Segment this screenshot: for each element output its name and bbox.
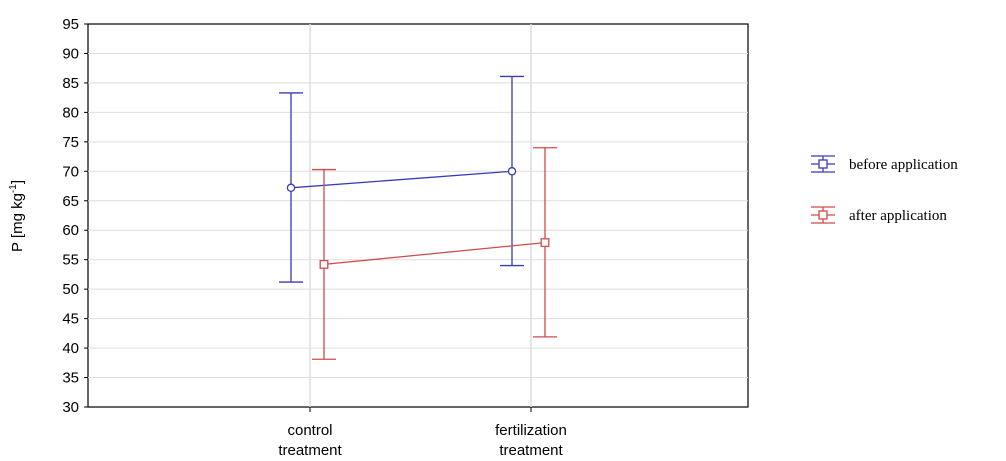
x-tick-label: control	[287, 422, 332, 439]
y-tick-label: 85	[62, 75, 79, 92]
series-0	[279, 75, 524, 283]
y-tick-label: 60	[62, 222, 79, 239]
y-axis-label-main: P [mg kg	[9, 193, 26, 252]
series-layer	[279, 75, 557, 360]
y-tick-label: 75	[62, 134, 79, 151]
y-tick-label: 80	[62, 104, 79, 121]
y-tick-label: 40	[62, 340, 79, 357]
grid	[88, 24, 748, 407]
legend-marker	[818, 159, 828, 169]
y-tick-label: 45	[62, 311, 79, 328]
y-axis-label: P [mg kg-1]	[8, 180, 26, 252]
x-tick-label: fertilization	[495, 422, 567, 439]
data-point	[507, 167, 517, 176]
data-point	[540, 238, 550, 248]
legend-label: before application	[849, 157, 958, 173]
legend-item: before application	[811, 155, 958, 173]
series-line	[290, 170, 513, 189]
y-axis-label-sup: -1	[8, 184, 19, 193]
x-tick-label: treatment	[499, 442, 563, 459]
series-1	[312, 147, 557, 360]
y-axis: 30 35 40 45 50 55 60 65 70 75 80 85 90 95	[62, 16, 88, 416]
x-tick-label: treatment	[278, 442, 342, 459]
y-axis-label-close: ]	[9, 180, 26, 184]
y-tick-label: 65	[62, 193, 79, 210]
y-tick-label: 90	[62, 45, 79, 62]
legend-item: after application	[811, 206, 947, 224]
plot-area	[87, 23, 749, 408]
legend: before application after application	[811, 155, 958, 224]
series-line	[323, 241, 546, 266]
y-tick-label: 35	[62, 370, 79, 387]
legend-label: after application	[849, 208, 947, 224]
y-tick-label: 70	[62, 163, 79, 180]
data-point	[286, 183, 296, 193]
y-tick-label: 55	[62, 252, 79, 269]
legend-marker	[818, 210, 828, 220]
y-tick-label: 50	[62, 281, 79, 298]
y-tick-label: 30	[62, 399, 79, 416]
y-tick-label: 95	[62, 16, 79, 33]
x-axis: control treatment fertilization treatment	[278, 407, 567, 459]
data-point	[319, 259, 329, 269]
